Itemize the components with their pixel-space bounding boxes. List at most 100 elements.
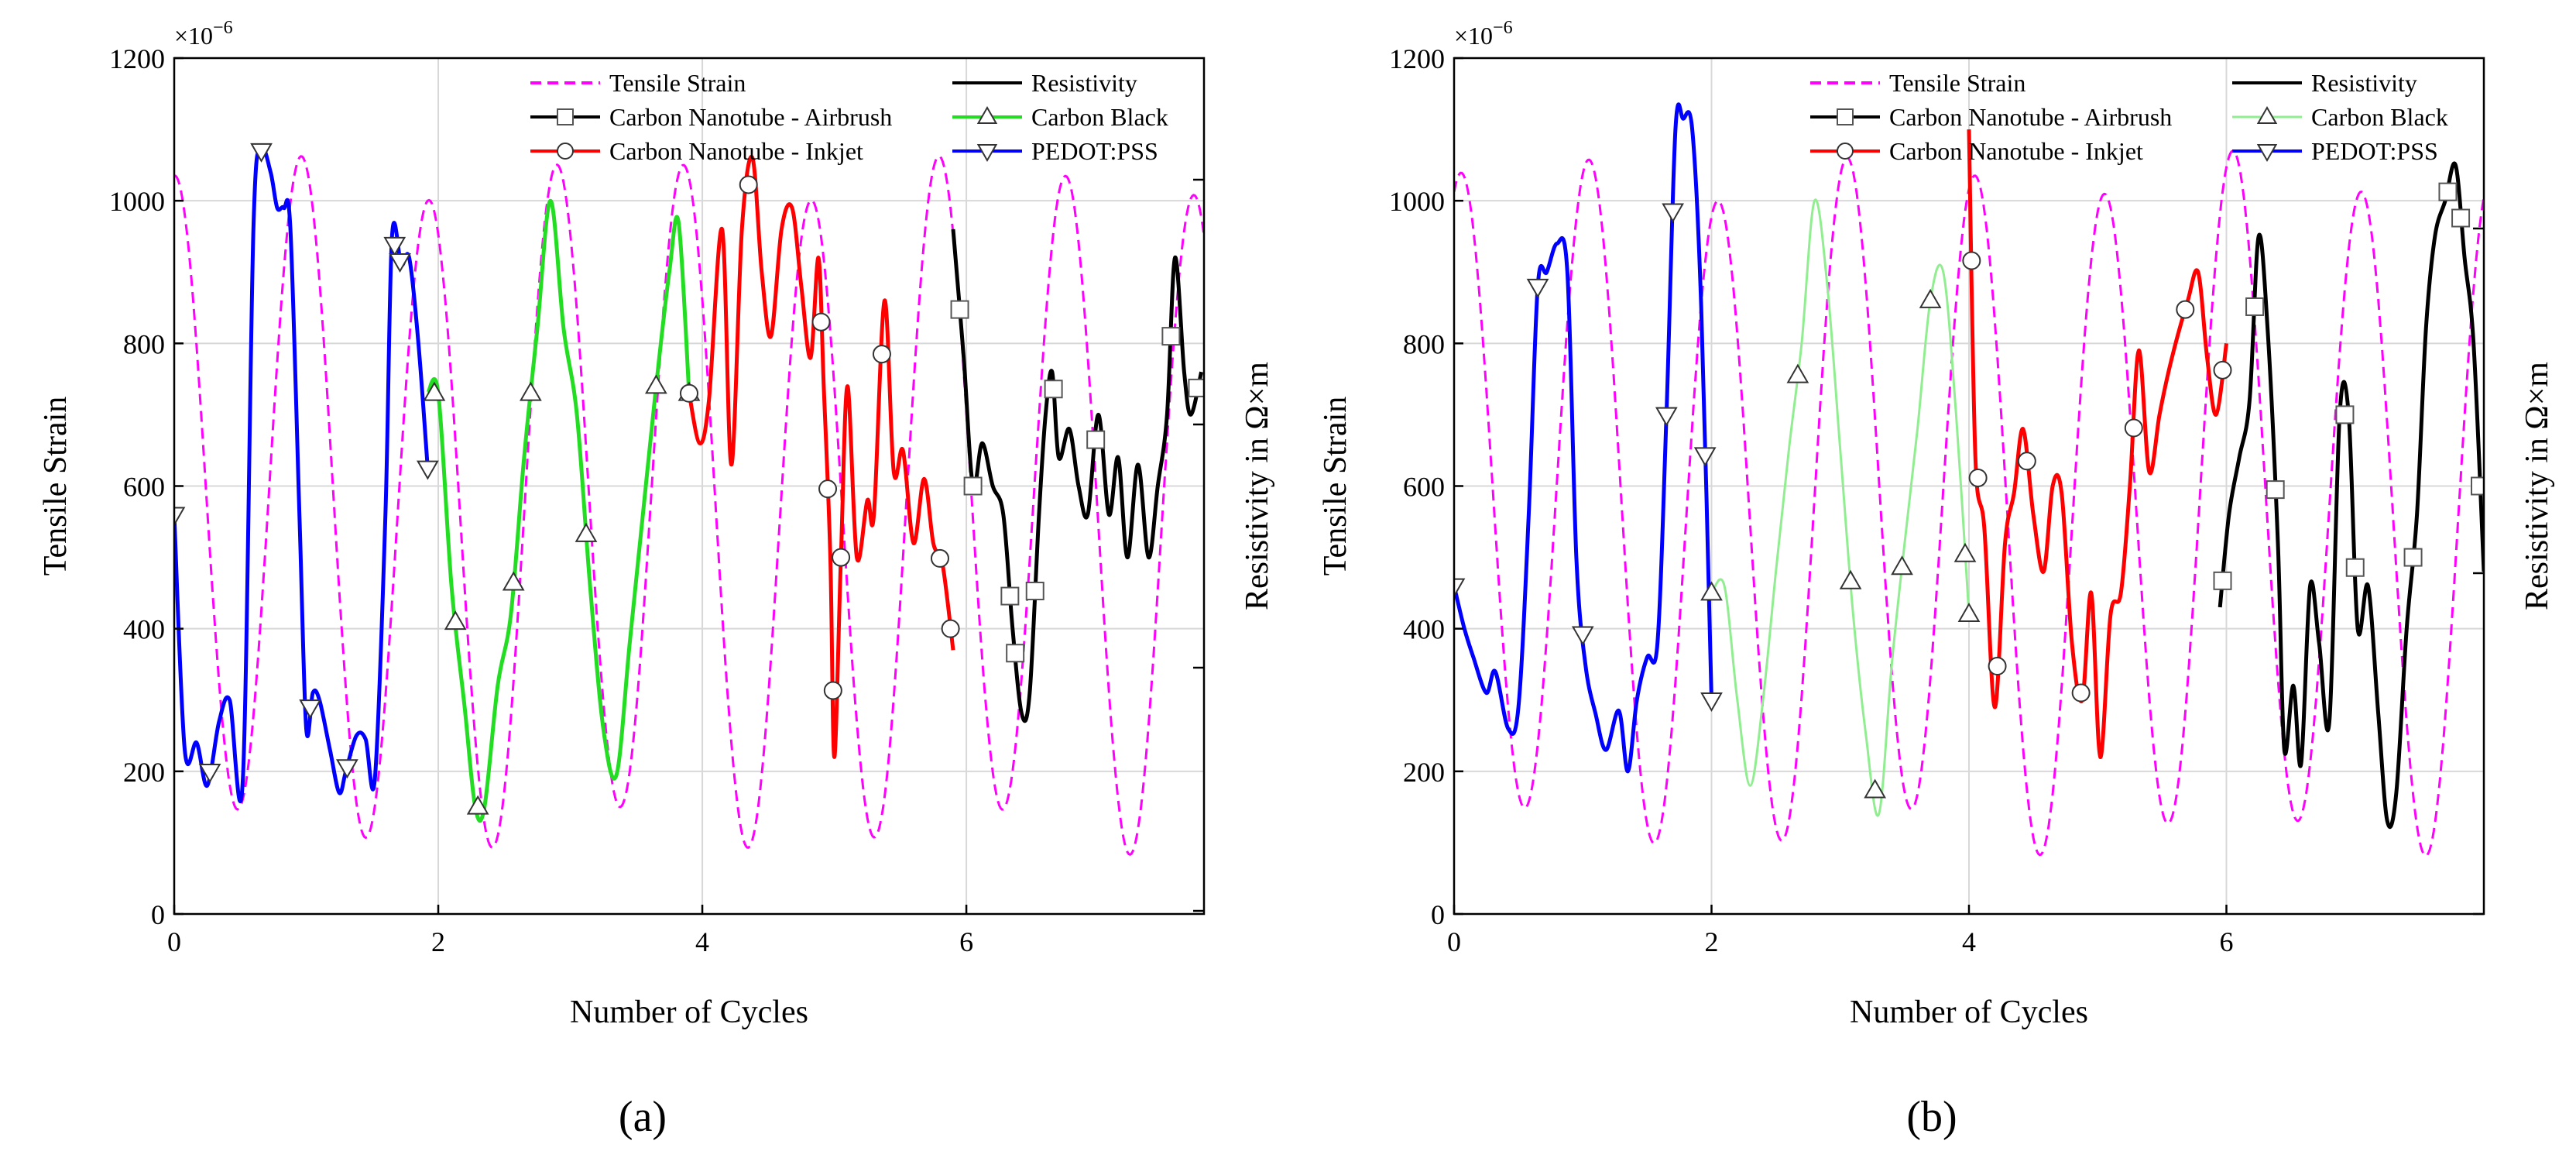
data-point	[466, 795, 489, 815]
legend-marker	[1837, 108, 1854, 125]
series-line-pedot-pss	[174, 146, 430, 803]
series-markers-carbon-black	[1700, 288, 1981, 799]
legend-item: Tensile Strain	[1810, 69, 2025, 97]
data-point	[520, 381, 542, 401]
data-point	[2245, 297, 2265, 316]
legend-marker	[2256, 105, 2278, 124]
legend-marker	[976, 144, 998, 163]
legend-item: Carbon Nanotube - Inkjet	[1810, 137, 2143, 165]
legend-label: Resistivity	[2311, 69, 2417, 97]
series-markers-pedot-pss	[1454, 203, 1723, 712]
data-point	[2438, 182, 2458, 201]
y-tick-label: 0	[151, 899, 165, 930]
data-point	[174, 507, 186, 527]
data-point	[1693, 447, 1717, 467]
data-point	[872, 345, 891, 364]
x-tick-label: 2	[431, 926, 445, 957]
data-point	[963, 476, 983, 496]
data-point	[2345, 558, 2365, 577]
legend-label: Tensile Strain	[1889, 69, 2025, 97]
data-point	[444, 610, 467, 630]
y-tick-label: 400	[123, 614, 165, 645]
data-point	[1526, 278, 1549, 298]
series-line-carbon-nanotube-inkjet	[1967, 129, 2228, 759]
data-point	[941, 619, 960, 638]
x-tick-label: 4	[695, 926, 709, 957]
x-tick-label: 0	[167, 926, 181, 957]
y-tick-label: 1200	[109, 43, 165, 74]
data-point	[1919, 288, 1942, 308]
legend-label: Resistivity	[1031, 69, 1137, 97]
data-point	[818, 479, 838, 499]
y-tick-label: 200	[1403, 757, 1445, 788]
y-tick-label: 800	[1403, 328, 1445, 359]
legend-label: PEDOT:PSS	[2311, 137, 2438, 165]
legend: Tensile Strain Resistivity Carbon Nanotube…	[530, 69, 1168, 165]
series-line-carbon-nanotube-airbrush	[951, 228, 1204, 723]
legend-marker	[976, 105, 998, 124]
y-tick-label: 600	[123, 472, 165, 503]
y-multiplier: ×10−6	[1454, 18, 1513, 50]
data-point	[2071, 683, 2091, 703]
legend-label: Carbon Nanotube - Inkjet	[609, 137, 863, 165]
data-point	[1086, 430, 1106, 449]
y-multiplier-exponent: −6	[213, 18, 233, 38]
legend-label: Carbon Black	[1031, 103, 1168, 131]
data-point	[2451, 208, 2471, 228]
legend-item: Carbon Nanotube - Inkjet	[530, 137, 863, 165]
legend-item: Resistivity	[2232, 69, 2417, 97]
grid	[174, 58, 1204, 914]
series-markers-carbon-nanotube-inkjet	[680, 175, 960, 700]
x-tick-label: 2	[1705, 926, 1719, 957]
data-point	[299, 699, 322, 720]
data-point	[1962, 251, 1981, 270]
panel-label-a: (a)	[619, 1093, 667, 1141]
data-point	[2017, 452, 2036, 471]
data-point	[1988, 657, 2007, 676]
legend-marker	[557, 143, 574, 160]
data-point	[2124, 418, 2143, 438]
data-point	[1891, 555, 1913, 576]
legend-item: Carbon Black	[2232, 103, 2448, 131]
data-point	[1700, 581, 1723, 601]
legend-item: Resistivity	[952, 69, 1137, 97]
legend-item: PEDOT:PSS	[952, 137, 1158, 165]
data-point	[2471, 476, 2484, 496]
series-line-carbon-nanotube-airbrush	[2218, 161, 2484, 829]
data-point	[1957, 603, 1981, 623]
legend-label: Carbon Nanotube - Inkjet	[1889, 137, 2143, 165]
series-markers-carbon-nanotube-airbrush	[2213, 182, 2484, 590]
x-tick-label: 6	[959, 926, 973, 957]
x-tick-label: 6	[2220, 926, 2234, 957]
data-point	[1839, 569, 1862, 589]
y-axis-label: Tensile Strain	[1318, 397, 1353, 576]
chart-panel-a: 0 200 400 600 800 1000 1200 0 2 4 6 ×10−6 Number of …	[38, 18, 1275, 1030]
legend-marker	[557, 108, 574, 125]
y-tick-label: 200	[123, 757, 165, 788]
y-tick-label: 800	[123, 328, 165, 359]
data-point	[1968, 468, 1988, 487]
data-point	[502, 571, 525, 591]
data-point	[739, 175, 758, 194]
legend-label: Carbon Black	[2311, 103, 2448, 131]
series-markers-carbon-black	[423, 374, 701, 815]
legend-marker	[1837, 143, 1854, 160]
x-axis-label: Number of Cycles	[570, 995, 808, 1030]
legend-item: PEDOT:PSS	[2232, 137, 2438, 165]
data-point	[811, 312, 831, 332]
data-point	[383, 236, 406, 256]
data-point	[644, 374, 667, 394]
data-point	[2213, 360, 2232, 380]
y-tick-label: 1000	[1389, 186, 1445, 217]
series-line-carbon-black	[425, 198, 691, 823]
legend-label: Tensile Strain	[609, 69, 746, 97]
series-markers-pedot-pss	[174, 143, 439, 784]
legend-item: Tensile Strain	[530, 69, 746, 97]
data-point	[1006, 644, 1025, 663]
series-markers-carbon-nanotube-inkjet	[1962, 251, 2232, 703]
data-point	[335, 759, 358, 779]
y2-axis-label: Resistivity in Ω×m	[2519, 362, 2555, 610]
legend-label: Carbon Nanotube - Airbrush	[1889, 103, 2172, 131]
data-point	[1786, 363, 1809, 383]
data-point	[1655, 407, 1678, 427]
